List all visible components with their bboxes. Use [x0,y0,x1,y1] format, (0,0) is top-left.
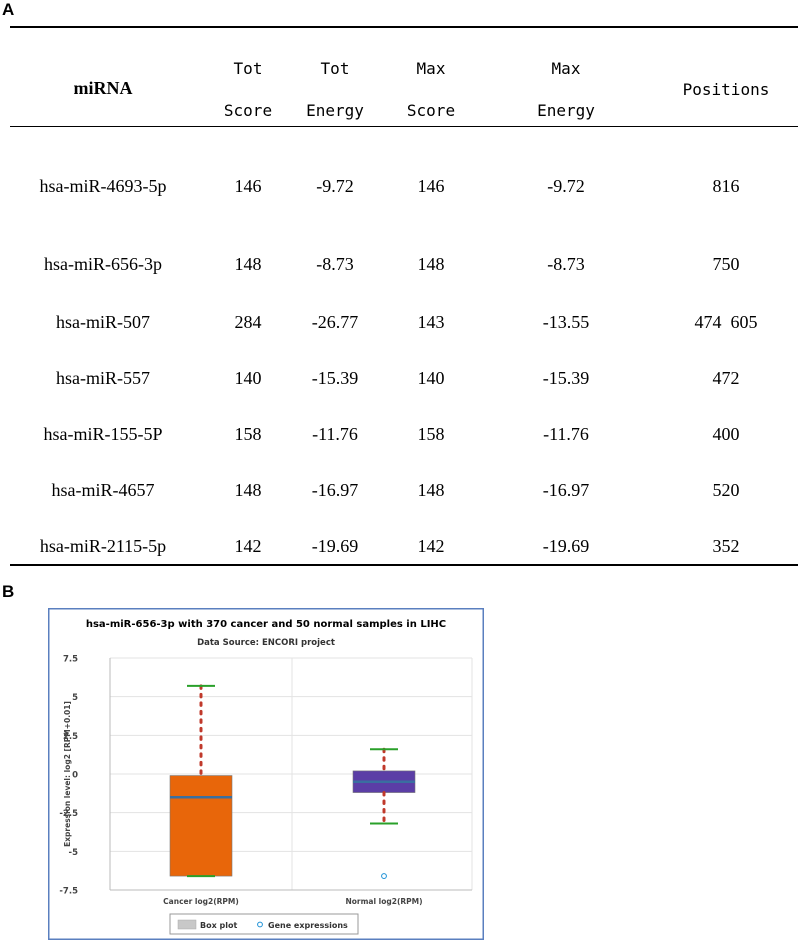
table-cell: 143 [417,312,445,332]
table-header-5: Positions [682,80,770,99]
table-header-0: miRNA [73,78,133,98]
legend-box [169,913,359,935]
table-cell: -11.76 [543,424,589,444]
legend-gene-expressions-marker [257,921,263,928]
panel-label-a: A [2,0,15,19]
table-cell: 158 [234,424,262,444]
table-cell: 148 [234,480,262,500]
table-cell: 474 605 [694,312,758,332]
table-cell: 142 [234,536,262,556]
table-cell: -9.72 [547,176,585,196]
table-cell: 352 [712,536,740,556]
table-cell: -15.39 [311,368,359,388]
table-header-line1: Tot [233,59,263,78]
outlier-point [381,873,387,879]
table-cell: -16.97 [311,480,359,500]
table-cell-mirna: hsa-miR-4657 [51,480,155,500]
y-tick-label: 7.5 [63,655,78,665]
table-header-line2: Energy [537,101,595,120]
table-header-rule [10,126,798,127]
table-header-line2: Energy [306,101,364,120]
table-cell: 472 [712,368,740,388]
table-cell: -11.76 [312,424,358,444]
table-header-line2: Score [406,101,456,120]
legend-label-box-plot: Box plot [200,921,238,930]
table-cell: 400 [712,424,740,444]
table-header-4: Max Energy [506,59,626,121]
chart-title: hsa-miR-656-3p with 370 cancer and 50 no… [86,619,446,630]
y-tick-label: -5 [69,848,79,858]
table-cell-mirna: hsa-miR-507 [56,312,150,332]
table-cell: -8.73 [316,254,354,274]
table-cell: 816 [712,176,740,196]
table-header-line2: Score [223,101,273,120]
y-tick-label: 5 [72,693,78,703]
table-cell: 148 [417,254,445,274]
table-cell-mirna: hsa-miR-155-5P [43,424,163,444]
table-cell: 158 [417,424,445,444]
legend-box-plot-swatch [177,919,197,930]
y-axis-label: Expression level: log2 [RPM+0.01] [63,701,72,847]
table-cell: -19.69 [311,536,359,556]
table-cell: 750 [712,254,740,274]
table-cell: 146 [417,176,445,196]
table-cell: -8.73 [547,254,585,274]
y-tick-label: -7.5 [59,887,78,897]
table-header-2: Tot Energy [275,59,395,121]
chart-subtitle: Data Source: ENCORI project [197,638,335,648]
y-tick-label: 2.5 [63,732,78,742]
legend-label-gene-expressions: Gene expressions [268,921,348,930]
table-bottom-rule [10,564,798,566]
table-cell: 148 [417,480,445,500]
table-cell: 142 [417,536,445,556]
table-cell: -15.39 [542,368,590,388]
expression-boxplot-chart: hsa-miR-656-3p with 370 cancer and 50 no… [48,608,484,940]
table-header-line1: Tot [320,59,350,78]
table-cell: -16.97 [542,480,590,500]
x-tick-label: Normal log2(RPM) [345,897,422,906]
table-cell: 520 [712,480,740,500]
table-cell: 148 [234,254,262,274]
box-0 [169,775,233,877]
table-cell-mirna: hsa-miR-2115-5p [39,536,167,556]
table-header-3: Max Score [371,59,491,121]
table-cell: -26.77 [311,312,359,332]
table-cell: 140 [417,368,445,388]
table-cell: -13.55 [542,312,590,332]
table-cell: -19.69 [542,536,590,556]
mirna-table: miRNA Tot Score Tot Energy Max Score Max Energy P… [10,26,798,568]
table-cell: -9.72 [316,176,354,196]
table-cell: 146 [234,176,262,196]
y-tick-label: -2.5 [59,809,78,819]
table-cell: 140 [234,368,262,388]
y-tick-label: 0 [72,771,78,781]
table-header-line1: Max [551,59,581,78]
table-cell-mirna: hsa-miR-656-3p [44,254,162,274]
table-cell: 284 [234,312,262,332]
x-tick-label: Cancer log2(RPM) [163,897,239,906]
table-cell-mirna: hsa-miR-4693-5p [39,176,167,196]
table-header-line1: Max [416,59,446,78]
table-top-rule [10,26,798,28]
table-cell-mirna: hsa-miR-557 [56,368,150,388]
panel-label-b: B [2,582,15,601]
table-header-1: Tot Score [188,59,308,121]
